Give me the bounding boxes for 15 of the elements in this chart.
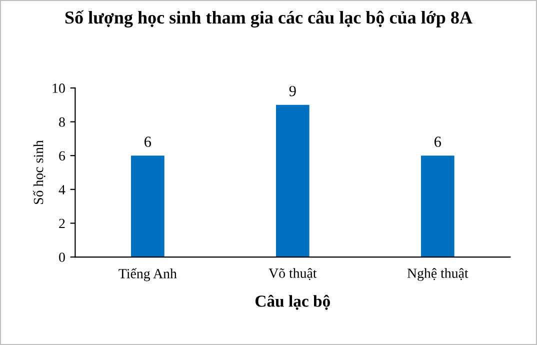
chart-title: Số lượng học sinh tham gia các câu lạc bộ của lớp 8A bbox=[65, 10, 472, 28]
data-label: 6 bbox=[144, 136, 152, 147]
data-label: 9 bbox=[289, 86, 296, 96]
y-tick-label: 8 bbox=[59, 117, 65, 127]
y-tick-label: 6 bbox=[59, 151, 66, 161]
y-tick-label: 10 bbox=[52, 84, 65, 93]
x-axis-title: Câu lạc bộ bbox=[256, 294, 330, 310]
y-tick-label: 2 bbox=[59, 218, 65, 228]
y-tick-label: 0 bbox=[59, 252, 65, 262]
x-tick-label: Nghệ thuật bbox=[407, 268, 468, 281]
y-tick-label: 4 bbox=[58, 185, 66, 194]
data-label: 6 bbox=[434, 136, 442, 147]
x-tick-label: Võ thuật bbox=[268, 268, 317, 280]
y-axis-title: Số học sinh bbox=[33, 140, 46, 204]
x-tick-label: Tiếng Anh bbox=[118, 268, 177, 282]
